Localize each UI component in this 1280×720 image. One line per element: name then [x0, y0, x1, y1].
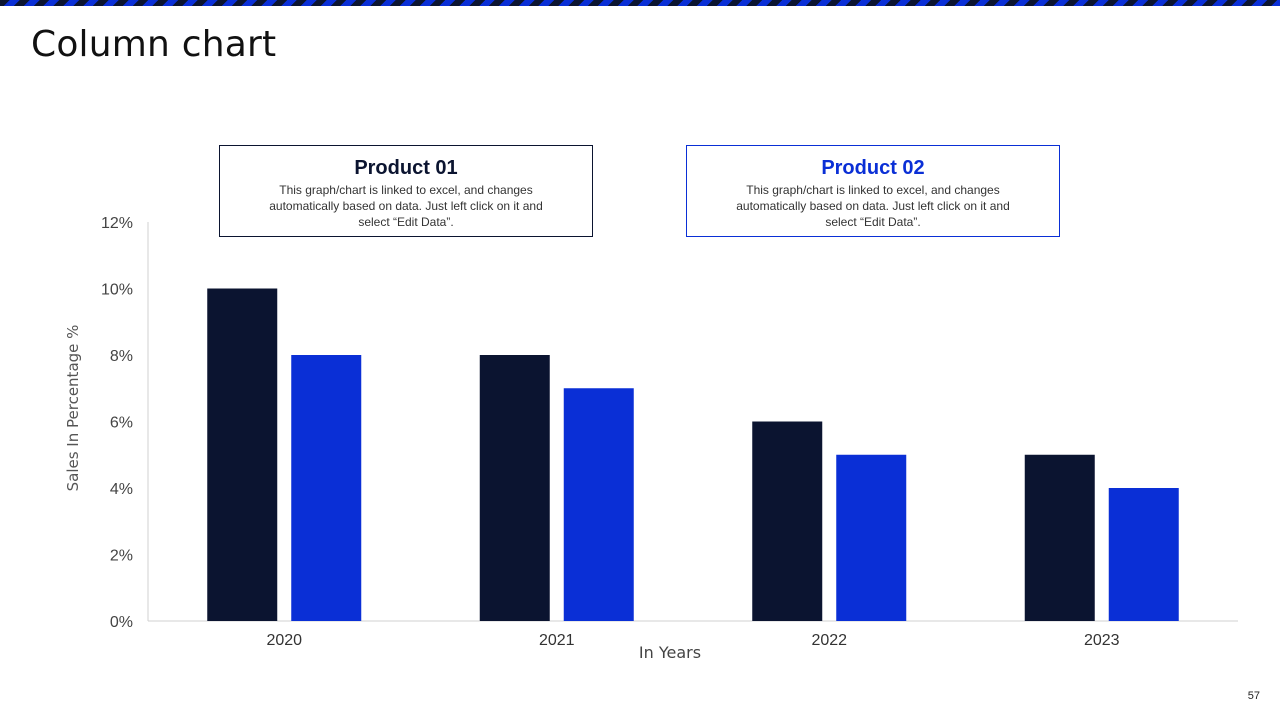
- legend-product-02: Product 02 This graph/chart is linked to…: [686, 145, 1060, 237]
- y-tick-label: 6%: [110, 415, 133, 432]
- page-number: 57: [1247, 690, 1260, 702]
- y-tick-label: 0%: [110, 614, 133, 631]
- x-tick-label: 2021: [539, 632, 575, 649]
- legend-product-01: Product 01 This graph/chart is linked to…: [219, 145, 593, 237]
- x-tick-label: 2020: [266, 632, 302, 649]
- page-title: Column chart: [31, 24, 277, 65]
- x-tick-label: 2023: [1084, 632, 1120, 649]
- x-axis-title: In Years: [639, 643, 701, 662]
- bar-product-02-2020: [291, 355, 362, 621]
- y-tick-label: 2%: [110, 548, 133, 565]
- y-axis-title: Sales In Percentage %: [64, 325, 82, 492]
- bar-product-02-2021: [563, 388, 634, 621]
- y-tick-label: 8%: [110, 348, 133, 365]
- y-tick-label: 4%: [110, 481, 133, 498]
- legend-product-02-name: Product 02: [821, 157, 925, 179]
- legend-product-01-name: Product 01: [354, 157, 458, 179]
- bar-product-01-2021: [479, 355, 550, 621]
- bar-product-01-2022: [752, 421, 823, 621]
- bar-product-02-2023: [1108, 488, 1179, 621]
- y-tick-label: 10%: [101, 282, 133, 299]
- y-tick-label: 12%: [101, 215, 133, 232]
- x-tick-label: 2022: [811, 632, 847, 649]
- bar-product-01-2020: [207, 288, 278, 621]
- bar-product-01-2023: [1024, 454, 1095, 621]
- legend-product-02-description: This graph/chart is linked to excel, and…: [736, 183, 1010, 229]
- bar-product-02-2022: [836, 454, 907, 621]
- legend-product-01-description: This graph/chart is linked to excel, and…: [269, 183, 543, 229]
- top-stripe: [0, 0, 1280, 6]
